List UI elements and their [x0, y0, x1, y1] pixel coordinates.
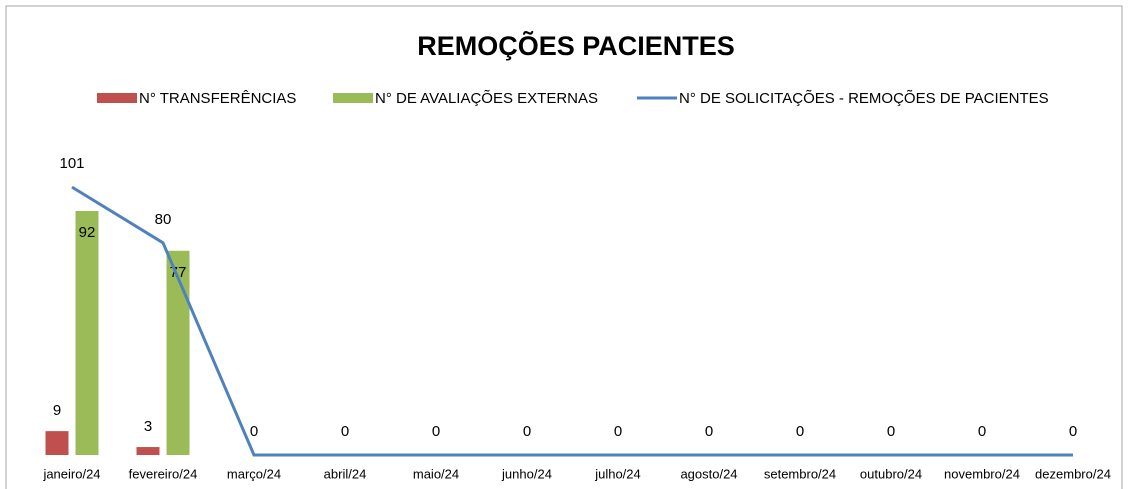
bar: [75, 211, 99, 455]
legend-label: N° DE SOLICITAÇÕES - REMOÇÕES DE PACIENT…: [679, 90, 1049, 107]
line: [71, 185, 1073, 457]
data-label: 0: [614, 423, 622, 440]
data-label: 0: [1069, 423, 1077, 440]
data-label: 0: [705, 423, 713, 440]
data-label: 0: [523, 423, 531, 440]
data-label: 0: [978, 423, 986, 440]
x-tick-label: janeiro/24: [42, 466, 100, 481]
x-tick-label: fevereiro/24: [129, 466, 198, 481]
x-tick-label: junho/24: [501, 466, 552, 481]
data-label: 92: [79, 224, 96, 241]
data-label: 0: [432, 423, 440, 440]
legend-swatch: [333, 93, 373, 103]
x-tick-label: março/24: [227, 466, 281, 481]
bar: [136, 447, 160, 455]
x-tick-label: abril/24: [324, 466, 367, 481]
data-label: 3: [144, 418, 152, 435]
chart-title: REMOÇÕES PACIENTES: [417, 30, 735, 61]
x-tick-label: dezembro/24: [1035, 466, 1111, 481]
data-label: 101: [59, 155, 84, 172]
chart-border: [5, 5, 1123, 489]
data-label: 0: [250, 423, 258, 440]
legend-label: N° DE AVALIAÇÕES EXTERNAS: [375, 90, 598, 107]
x-tick-label: setembro/24: [764, 466, 836, 481]
x-tick-label: outubro/24: [860, 466, 922, 481]
bar: [166, 250, 190, 455]
data-label: 80: [155, 211, 172, 228]
legend-swatch: [97, 93, 137, 103]
data-label: 0: [341, 423, 349, 440]
x-tick-label: maio/24: [413, 466, 459, 481]
data-label: 9: [53, 402, 61, 419]
x-tick-label: agosto/24: [680, 466, 737, 481]
data-label: 0: [796, 423, 804, 440]
x-tick-label: novembro/24: [944, 466, 1020, 481]
data-label: 0: [887, 423, 895, 440]
x-tick-label: julho/24: [594, 466, 641, 481]
bar: [45, 431, 69, 455]
legend-label: N° TRANSFERÊNCIAS: [139, 90, 296, 107]
